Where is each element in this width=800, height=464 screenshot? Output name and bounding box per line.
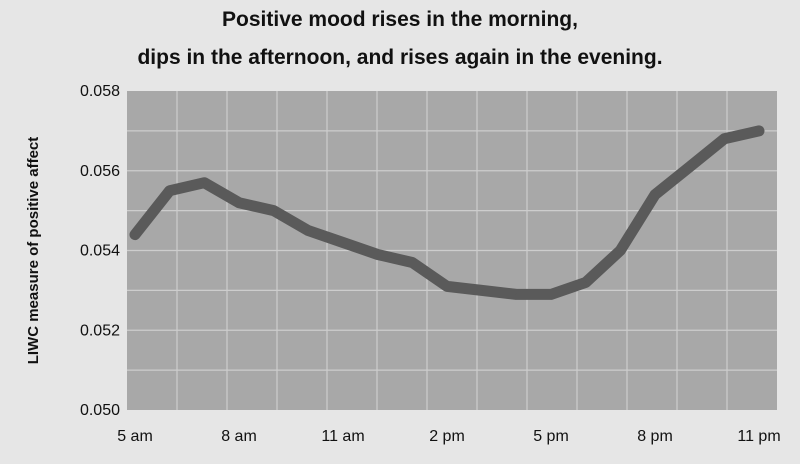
x-tick-label: 5 pm: [533, 428, 569, 445]
chart-title-line-1: Positive mood rises in the morning,: [222, 8, 578, 31]
data-point: [654, 193, 656, 196]
y-tick-label: 0.052: [80, 322, 120, 339]
data-point: [307, 229, 310, 232]
x-tick-label: 11 am: [321, 428, 364, 445]
data-point: [515, 293, 518, 296]
data-point: [342, 241, 344, 244]
data-point: [411, 261, 414, 264]
data-point: [203, 181, 206, 184]
data-point: [688, 165, 691, 168]
x-tick-label: 2 pm: [429, 428, 465, 445]
data-point: [480, 289, 483, 292]
data-point: [238, 201, 240, 204]
data-point: [619, 249, 622, 252]
data-point: [272, 209, 275, 212]
data-point: [134, 233, 136, 236]
data-point: [446, 285, 448, 288]
y-tick-label: 0.056: [80, 163, 120, 180]
y-tick-label: 0.058: [80, 83, 120, 100]
x-tick-label: 8 pm: [637, 428, 673, 445]
x-tick-label: 5 am: [117, 428, 153, 445]
y-tick-label: 0.054: [80, 243, 120, 260]
data-point: [550, 293, 552, 296]
data-point: [758, 129, 760, 132]
chart-title-line-2: dips in the afternoon, and rises again i…: [137, 46, 663, 69]
x-tick-label: 11 pm: [737, 428, 780, 445]
y-tick-label: 0.050: [80, 402, 120, 419]
data-point: [584, 281, 587, 284]
x-tick-label: 8 am: [221, 428, 257, 445]
data-point: [723, 137, 726, 140]
y-axis-label: LIWC measure of positive affect: [25, 137, 42, 365]
data-point: [168, 189, 171, 192]
data-point: [376, 253, 379, 256]
